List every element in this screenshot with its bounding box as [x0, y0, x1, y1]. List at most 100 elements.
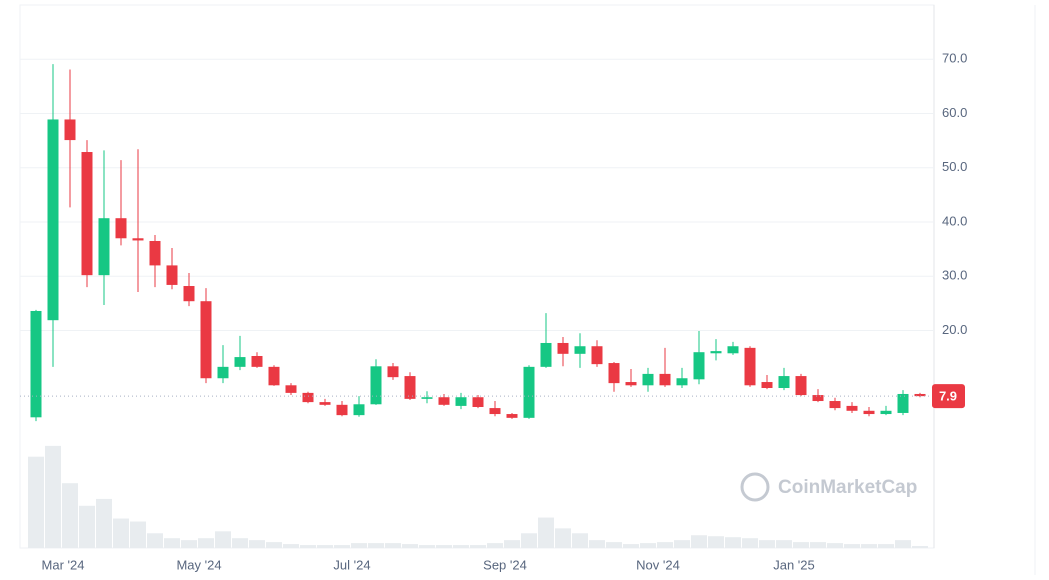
volume-bar — [181, 540, 197, 548]
volume-bar — [810, 542, 826, 548]
volume-bar — [283, 544, 299, 548]
candle-body — [727, 346, 739, 354]
volume-bar — [674, 540, 690, 548]
candle-body — [472, 397, 484, 407]
candle-body — [132, 238, 144, 241]
candle-body — [234, 357, 246, 367]
volume-bar — [725, 537, 741, 548]
volume-bar — [742, 538, 758, 548]
candle-body — [829, 401, 841, 409]
volume-bar — [28, 456, 44, 548]
x-tick-label: Nov '24 — [636, 557, 680, 572]
volume-bar — [793, 542, 809, 548]
volume-bar — [113, 518, 129, 548]
candle-body — [336, 404, 348, 416]
volume-bar — [79, 505, 95, 548]
candle-body — [812, 395, 824, 402]
candle-body — [183, 286, 195, 302]
volume-bar — [164, 538, 180, 548]
candle-body — [863, 410, 875, 415]
watermark: CoinMarketCap — [740, 472, 917, 502]
volume-bar — [572, 533, 588, 548]
candle-body — [693, 352, 705, 380]
candle-body — [642, 373, 654, 386]
volume-bar — [351, 543, 367, 548]
volume-bar — [623, 544, 639, 548]
volume-bar — [555, 528, 571, 548]
candle-body — [30, 310, 42, 418]
candle-body — [404, 376, 416, 399]
volume-bar — [878, 544, 894, 548]
candle-body — [506, 414, 518, 418]
volume-bar — [640, 543, 656, 548]
volume-bar — [470, 545, 486, 548]
candle-body — [523, 366, 535, 418]
candle-body — [438, 397, 450, 405]
volume-bar — [198, 538, 214, 548]
volume-bar — [504, 540, 520, 548]
volume-bar — [96, 498, 112, 548]
y-tick-label: 60.0 — [942, 105, 967, 120]
candle-body — [302, 392, 314, 403]
watermark-logo — [740, 472, 770, 502]
candle-body — [166, 265, 178, 285]
volume-bar — [606, 542, 622, 548]
candle-body — [744, 347, 756, 386]
x-tick-label: Jan '25 — [773, 557, 815, 572]
candle-body — [251, 355, 263, 367]
volume-bar — [62, 483, 78, 548]
candle-body — [897, 393, 909, 413]
x-tick-label: Mar '24 — [42, 557, 85, 572]
candle-body — [200, 301, 212, 379]
volume-bar — [776, 540, 792, 548]
volume-bar — [453, 545, 469, 548]
candle-body — [268, 366, 280, 386]
volume-bar — [232, 538, 248, 548]
candle-body — [676, 378, 688, 386]
candle-body — [591, 346, 603, 365]
volume-bar — [385, 543, 401, 548]
volume-bar — [912, 546, 928, 548]
candle-body — [421, 397, 433, 399]
candle-body — [64, 119, 76, 141]
candle-body — [319, 402, 331, 405]
candle-body — [557, 342, 569, 354]
candle-body — [47, 119, 59, 321]
candle-body — [149, 240, 161, 266]
candle-body — [455, 397, 467, 406]
candle-body — [370, 366, 382, 405]
volume-bar — [334, 545, 350, 548]
y-tick-label: 50.0 — [942, 159, 967, 174]
volume-bar — [45, 445, 61, 548]
volume-bar — [249, 540, 265, 548]
candle-body — [81, 152, 93, 276]
candle-body — [489, 408, 501, 415]
volume-bar — [419, 545, 435, 548]
candle-body — [353, 404, 365, 416]
candle-body — [846, 405, 858, 411]
y-tick-label: 40.0 — [942, 213, 967, 228]
candle-body — [914, 393, 926, 397]
volume-bar — [215, 531, 231, 548]
candle-body — [98, 218, 110, 276]
candle-body — [625, 382, 637, 386]
candle-body — [795, 376, 807, 396]
volume-bar — [487, 543, 503, 548]
volume-bar — [300, 545, 316, 548]
candle-body — [880, 410, 892, 415]
last-price-label: 7.9 — [939, 389, 957, 404]
volume-bar — [538, 517, 554, 548]
candle-body — [540, 342, 552, 367]
candle-body — [608, 363, 620, 384]
last-price-tag — [932, 384, 965, 409]
volume-bar — [759, 540, 775, 548]
volume-bar — [657, 542, 673, 548]
candle-body — [574, 346, 586, 354]
volume-bar — [436, 545, 452, 548]
volume-bar — [708, 536, 724, 548]
volume-bar — [861, 544, 877, 548]
y-tick-label: 30.0 — [942, 268, 967, 283]
volume-bar — [147, 533, 163, 548]
volume-bar — [691, 535, 707, 548]
